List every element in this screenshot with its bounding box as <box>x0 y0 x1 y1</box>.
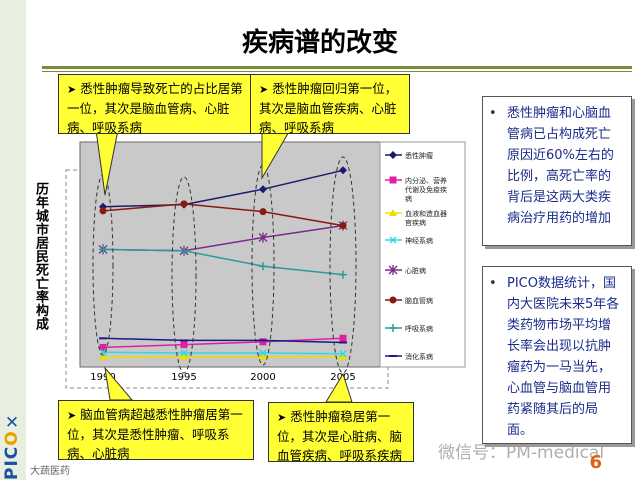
legend-marker-1 <box>389 176 397 184</box>
callout-pointer-bottom-left <box>104 366 134 401</box>
x-tick-label-1: 1995 <box>171 372 196 383</box>
data-point-6-2 <box>259 262 267 271</box>
x-axis-layer: 1990199520002005 <box>90 372 355 383</box>
arrow-icon: ➤ <box>259 83 269 96</box>
left-sidebar-bar <box>0 0 26 480</box>
legend-layer: 悉性肿瘤内分泌、营养代谢及免疫疾病血液和造血器官疾病神经系病心脏病脑血管病呼吸系… <box>385 151 447 361</box>
callout-top-middle-text: 悉性肿瘤回归第一位，其次是脑血管疾病、心脏病、呼吸系病 <box>259 81 398 135</box>
series-3 <box>99 348 347 358</box>
series-7 <box>99 337 347 344</box>
legend-label-3: 神经系病 <box>405 236 433 245</box>
series-line-6 <box>102 248 344 276</box>
highlight-ellipse-2000 <box>251 164 275 366</box>
callout-top-left: ➤ 悉性肿瘤导致死亡的占比居第一位，其次是脑血管病、心脏病、呼吸系病 <box>58 74 254 135</box>
legend-marker-3 <box>389 236 397 244</box>
callout-top-middle: ➤ 悉性肿瘤回归第一位，其次是脑血管疾病、心脏病、呼吸系病 <box>250 74 410 135</box>
arrow-icon: ➤ <box>67 409 77 422</box>
bullet-icon: • <box>489 276 497 291</box>
arrow-icon: ➤ <box>277 411 287 424</box>
data-point-4-2 <box>258 232 268 243</box>
page-title: 疾病谱的改变 <box>241 28 398 58</box>
legend-area <box>379 141 466 368</box>
legend-label-0: 悉性肿瘤 <box>405 151 433 160</box>
side-note-2-text: PICO数据统计，国内大医院未来5年各类药物市场平均增长率会出现以抗肿瘤药为一马… <box>507 276 620 438</box>
legend-label-7: 消化系病 <box>405 352 433 361</box>
data-point-3-1 <box>180 349 188 357</box>
series-line-0 <box>102 169 344 208</box>
series-line-1 <box>102 337 344 349</box>
data-point-5-3 <box>339 222 347 230</box>
wechat-watermark: 微信号：PM-medical <box>438 443 605 463</box>
data-point-2-3 <box>339 353 347 361</box>
series-layer <box>98 166 348 361</box>
data-point-0-3 <box>339 166 347 175</box>
bullet-icon: • <box>489 106 497 121</box>
data-point-5-1 <box>180 200 188 208</box>
callout-bottom-left-text: 脑血管病超越悉性肿瘤居第一位，其次是悉性肿瘤、呼吸系病、心脏病 <box>67 407 243 461</box>
data-point-6-1 <box>180 246 188 255</box>
data-point-3-3 <box>339 350 347 358</box>
data-point-3-0 <box>99 348 107 356</box>
legend-label-4: 心脏病 <box>405 266 426 275</box>
series-5 <box>99 200 347 230</box>
callout-bottom-middle: ➤ 悉性肿瘤稳居第一位，其次是心脏病、脑血管疾病、呼吸系疾病 <box>268 402 414 463</box>
page-number: 6 <box>589 452 602 473</box>
series-2 <box>99 353 347 361</box>
data-point-3-2 <box>259 349 267 357</box>
callout-top-left-text: 悉性肿瘤导致死亡的占比居第一位，其次是脑血管病、心脏病、呼吸系病 <box>67 81 243 135</box>
arrow-icon: ➤ <box>67 83 77 96</box>
legend-label-1: 内分泌、营养代谢及免疫疾病 <box>405 176 447 203</box>
data-point-2-2 <box>259 353 267 361</box>
legend-marker-4 <box>388 265 398 275</box>
legend-label-6: 呼吸系病 <box>405 324 433 333</box>
data-point-1-1 <box>180 341 188 349</box>
data-point-1-2 <box>259 338 267 346</box>
data-point-6-3 <box>339 270 347 279</box>
x-tick-label-0: 1990 <box>90 372 115 383</box>
chart-y-axis-label: 历年城市居民死亡率构成 <box>33 182 48 331</box>
series-1 <box>99 334 347 351</box>
highlight-ellipse-1995 <box>171 176 197 374</box>
legend-marker-0 <box>389 151 397 159</box>
series-6 <box>99 245 347 279</box>
series-line-7 <box>102 337 344 344</box>
callout-bottom-middle-text: 悉性肿瘤稳居第一位，其次是心脏病、脑血管疾病、呼吸系疾病 <box>277 409 403 463</box>
callout-bottom-left: ➤ 脑血管病超越悉性肿瘤居第一位，其次是悉性肿瘤、呼吸系病、心脏病 <box>58 400 254 461</box>
legend-marker-6 <box>389 324 397 332</box>
data-point-6-0 <box>99 245 107 254</box>
account-label: 大蔬医药 <box>30 466 70 477</box>
series-line-5 <box>102 203 344 227</box>
legend-label-5: 脑血管病 <box>405 296 433 305</box>
legend-label-2: 血液和造血器官疾病 <box>405 209 447 227</box>
data-point-1-3 <box>339 334 347 342</box>
legend-marker-5 <box>389 296 397 304</box>
side-note-2: • PICO数据统计，国内大医院未来5年各类药物市场平均增长率会出现以抗肿瘤药为… <box>482 266 632 444</box>
data-point-5-2 <box>259 208 267 216</box>
side-note-1-text: 悉性肿瘤和心脑血管病已占构成死亡原因近60%左右的比例，高死亡率的背后是这两大类… <box>507 106 614 226</box>
x-tick-label-2: 2000 <box>250 372 275 383</box>
side-note-1: • 悉性肿瘤和心脑血管病已占构成死亡原因近60%左右的比例，高死亡率的背后是这两… <box>482 96 632 246</box>
data-point-0-2 <box>259 185 267 194</box>
data-point-1-0 <box>99 343 107 351</box>
title-divider-thin <box>42 71 632 72</box>
title-divider <box>42 66 632 69</box>
data-point-5-0 <box>99 207 107 215</box>
data-point-2-0 <box>99 353 107 361</box>
data-point-2-1 <box>180 353 188 361</box>
highlight-ellipse-2005 <box>329 156 357 374</box>
series-line-3 <box>102 351 344 355</box>
legend-marker-2 <box>389 209 397 216</box>
plot-area <box>79 141 381 368</box>
